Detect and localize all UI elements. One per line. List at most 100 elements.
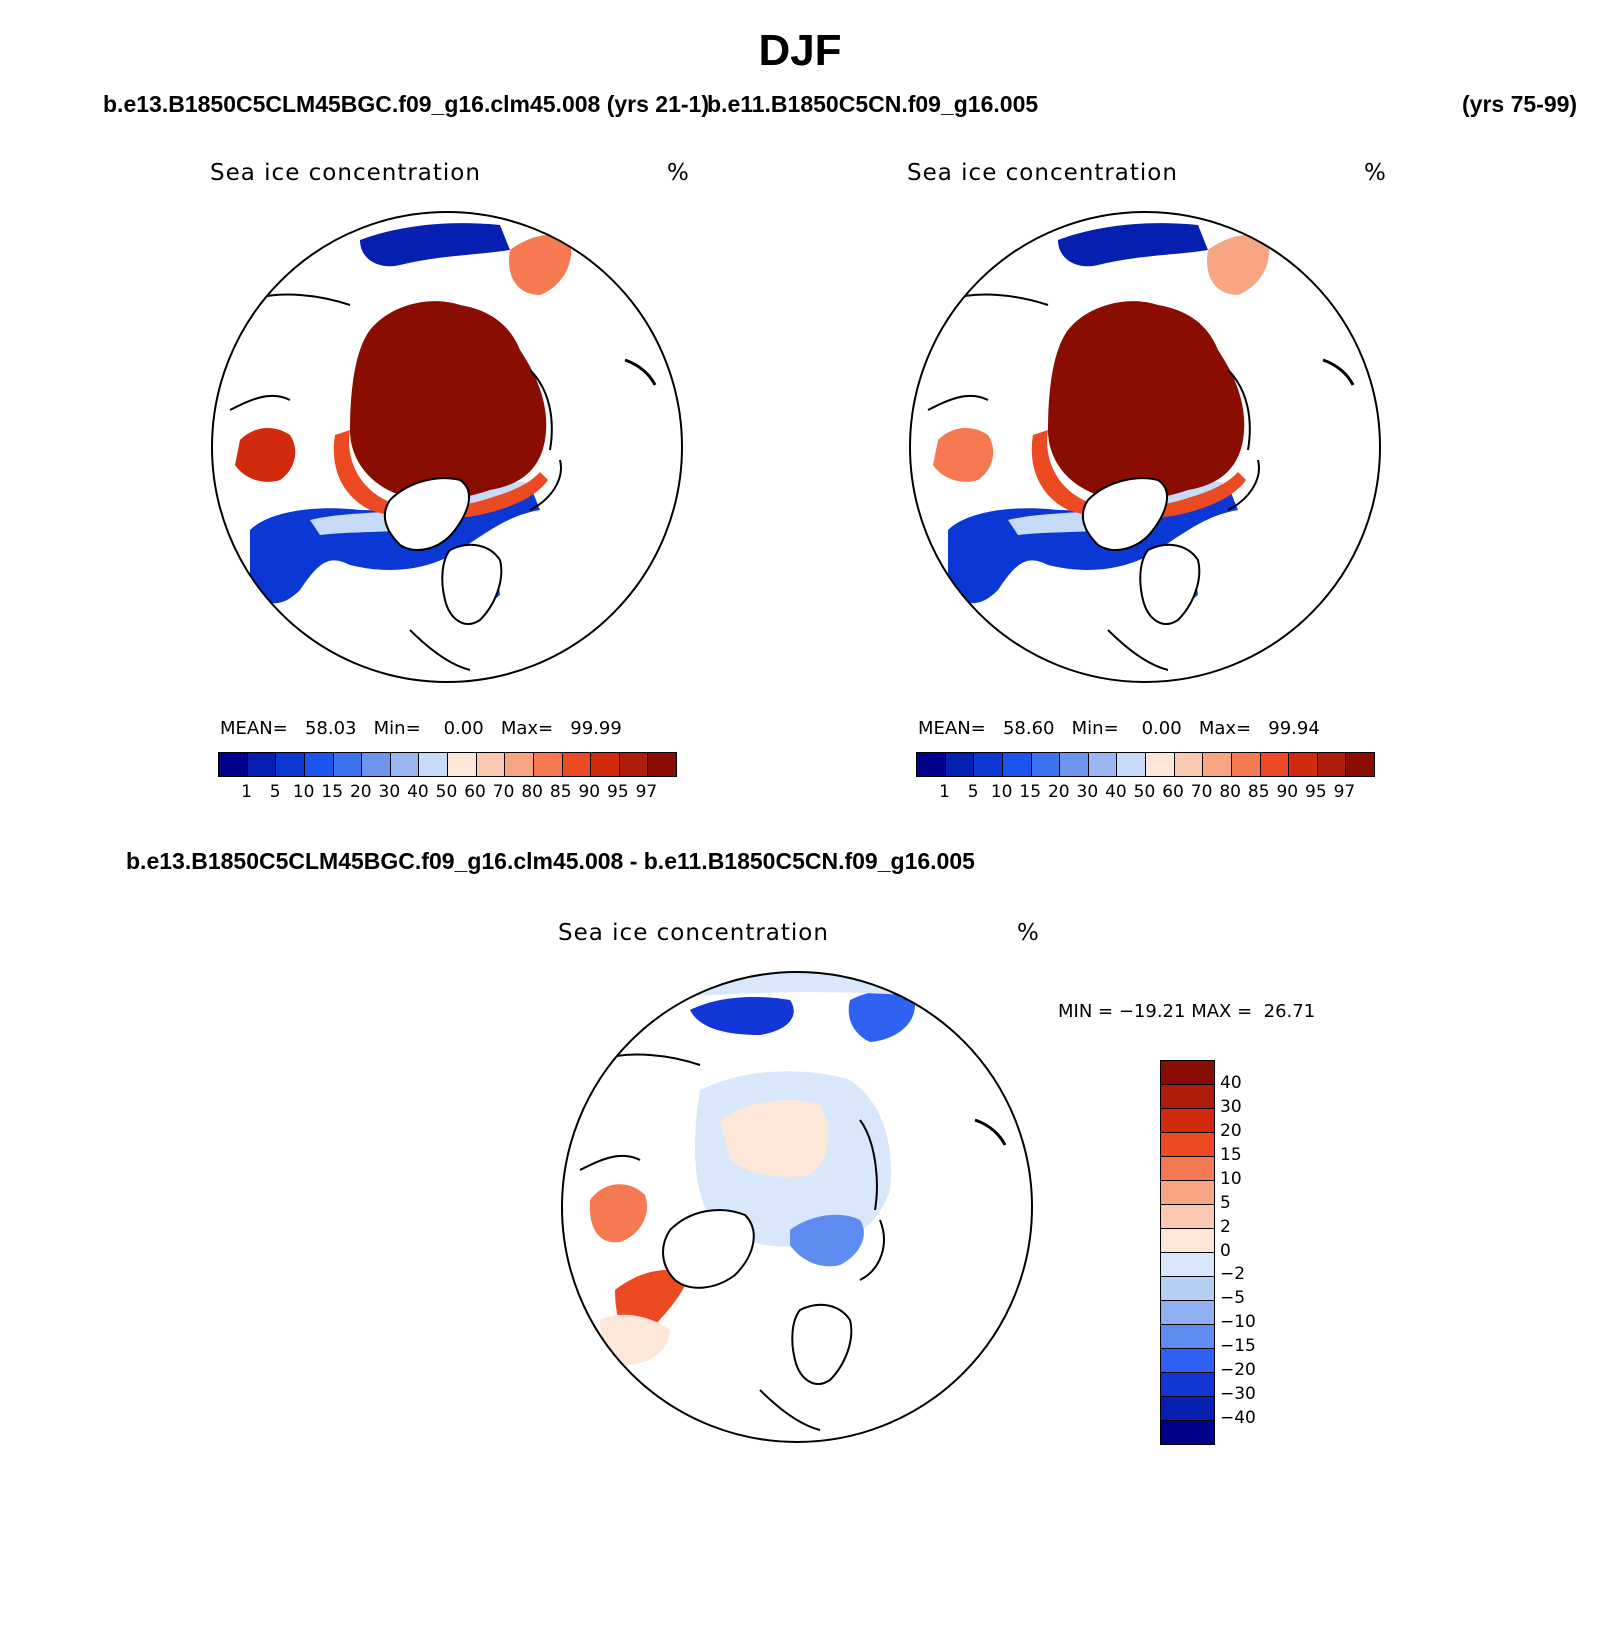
- panel2-colorbar-tick-label: 20: [1047, 782, 1070, 802]
- panel3-colorbar-tick-label: 20: [1220, 1120, 1242, 1141]
- panel2-hudson-bay: [933, 428, 994, 482]
- panel3-colorbar: [1160, 1060, 1215, 1445]
- panel2-ice-margin: [1031, 430, 1246, 520]
- panel1-okhotsk: [509, 234, 572, 295]
- panel1-coast-outline: [229, 293, 562, 671]
- panel2-colorbar-tick-label: 30: [1076, 782, 1099, 802]
- panel3-labrador-red: [589, 1184, 648, 1243]
- panel1-colorbar-tick-label: 95: [607, 782, 629, 802]
- panel2-colorbar-tick-label: 1: [939, 782, 950, 802]
- panel1-min-value: 0.00: [443, 718, 484, 739]
- panel2-colorbar-tick-label: 5: [967, 782, 979, 802]
- panel3-colorbar-box-3: [1161, 1133, 1214, 1157]
- panel2-colorbar-tick-label: 97: [1333, 782, 1356, 802]
- panel3-max-value: 26.71: [1263, 1001, 1316, 1022]
- panel1-colorbar-tick-label: 5: [269, 782, 281, 802]
- panel2-kamchatka-outline: [1322, 358, 1355, 386]
- panel2-min-value: 0.00: [1141, 718, 1182, 739]
- panel1-colorbar-box-1: [247, 753, 277, 776]
- panel3-units-label: %: [1017, 920, 1040, 946]
- panel1-ice-pack: [350, 301, 547, 501]
- panel1-ice-edge-white: [310, 481, 528, 535]
- panel1-colorbar-tick-label: 40: [407, 782, 429, 802]
- panel3-colorbar-tick-label: −20: [1220, 1360, 1256, 1381]
- panel2-colorbar-tick-label: 70: [1190, 782, 1213, 802]
- panel1-colorbar-box-9: [476, 753, 506, 776]
- panel1-colorbar-tick-label: 97: [635, 782, 658, 802]
- panel1-mean-value: 58.03: [304, 718, 357, 739]
- panel2-polar-map: [909, 211, 1381, 683]
- panel1-kamchatka-outline: [624, 358, 657, 386]
- panel3-colorbar-tick-label: 0: [1220, 1240, 1231, 1261]
- panel3-greenland-sea-blue: [790, 1214, 864, 1267]
- panel2-ice-pack: [1048, 301, 1245, 501]
- panel3-colorbar-box-9: [1161, 1277, 1214, 1301]
- panel1-colorbar-box-13: [591, 753, 620, 776]
- panel2-colorbar-box-12: [1260, 753, 1290, 776]
- panel2-mean-label: MEAN=: [918, 718, 986, 739]
- panel2-colorbar-box-6: [1088, 753, 1118, 776]
- panel3-colorbar-box-0: [1161, 1061, 1214, 1085]
- panel3-max-label: MAX =: [1191, 1001, 1253, 1022]
- panel2-stats: MEAN= 58.60 Min= 0.00 Max= 99.94: [918, 718, 1320, 739]
- panel2-colorbar-tick-label: 50: [1133, 782, 1156, 802]
- panel2-colorbar-box-10: [1203, 753, 1232, 776]
- panel2-mean-value: 58.60: [1002, 718, 1055, 739]
- panel1-ice-margin: [333, 430, 548, 520]
- case-years-right: (yrs 75-99): [1462, 91, 1578, 117]
- panel1-greenland-outline: [383, 477, 470, 551]
- panel2-colorbar-box-11: [1231, 753, 1261, 776]
- panel2-colorbar-tick-label: 85: [1247, 782, 1270, 802]
- panel1-units-label: %: [667, 160, 690, 186]
- panel3-colorbar-box-7: [1161, 1229, 1214, 1253]
- panel3-colorbar-box-12: [1161, 1349, 1214, 1373]
- panel2-colorbar-tick-label: 80: [1219, 782, 1241, 802]
- panel1-colorbar-tick-label: 30: [378, 782, 401, 802]
- panel3-greenland-outline: [662, 1209, 755, 1289]
- panel1-colorbar-box-8: [448, 753, 477, 776]
- panel2-colorbar-tick-label: 95: [1305, 782, 1327, 802]
- panel1-colorbar-tick-label: 50: [435, 782, 458, 802]
- panel1-colorbar-box-11: [533, 753, 563, 776]
- panel1-colorbar-box-14: [619, 753, 649, 776]
- panel1-max-label: Max=: [500, 718, 554, 739]
- panel2-max-label: Max=: [1198, 718, 1252, 739]
- panel1-colorbar-tick-label: 60: [464, 782, 486, 802]
- panel3-okhotsk-blue: [848, 990, 915, 1042]
- panel1-colorbar-box-2: [276, 753, 305, 776]
- panel3-north-atlantic-pale: [600, 1314, 670, 1365]
- panel1-colorbar-box-4: [333, 753, 363, 776]
- main-title: DJF: [758, 26, 842, 75]
- panel3-colorbar-tick-label: 2: [1220, 1216, 1231, 1237]
- panel2-coast-outline: [927, 293, 1260, 671]
- panel3-colorbar-tick-label: 15: [1220, 1144, 1242, 1165]
- panel2-bering-blue: [1058, 223, 1208, 267]
- panel2-colorbar-box-8: [1146, 753, 1175, 776]
- panel1-colorbar-tick-label: 15: [321, 782, 344, 802]
- panel3-colorbar-tick-label: −40: [1220, 1408, 1256, 1429]
- panel2-colorbar-tick-label: 60: [1162, 782, 1184, 802]
- panel3-colorbar-box-13: [1161, 1373, 1214, 1397]
- panel1-colorbar-box-0: [219, 753, 248, 776]
- panel3-polar-map: [561, 971, 1033, 1443]
- panel2-colorbar-tick-label: 90: [1276, 782, 1299, 802]
- panel1-colorbar-tick-label: 20: [349, 782, 372, 802]
- panel2-scandinavia-outline: [1139, 543, 1201, 625]
- panel3-min-label: MIN =: [1058, 1001, 1114, 1022]
- panel1-scandinavia-outline: [441, 543, 503, 625]
- panel1-colorbar-tick-label: 1: [241, 782, 252, 802]
- panel3-colorbar-box-14: [1161, 1397, 1214, 1421]
- panel3-colorbar-tick-label: −5: [1220, 1288, 1246, 1309]
- panel1-polar-map: [211, 211, 683, 683]
- panel3-colorbar-box-15: [1161, 1421, 1214, 1444]
- panel3-bering-blue: [690, 997, 794, 1035]
- panel2-colorbar-box-7: [1117, 753, 1146, 776]
- panel3-colorbar-tick-label: 30: [1220, 1096, 1242, 1117]
- panel2-colorbar-tick-label: 15: [1019, 782, 1042, 802]
- panel3-colorbar-box-8: [1161, 1253, 1214, 1277]
- panel2-colorbar-tick-label: 10: [990, 782, 1013, 802]
- panel1-max-value: 99.99: [570, 718, 622, 739]
- panel1-colorbar-box-12: [562, 753, 592, 776]
- panel1-colorbar-box-10: [505, 753, 534, 776]
- panel3-colorbar-box-6: [1161, 1205, 1214, 1229]
